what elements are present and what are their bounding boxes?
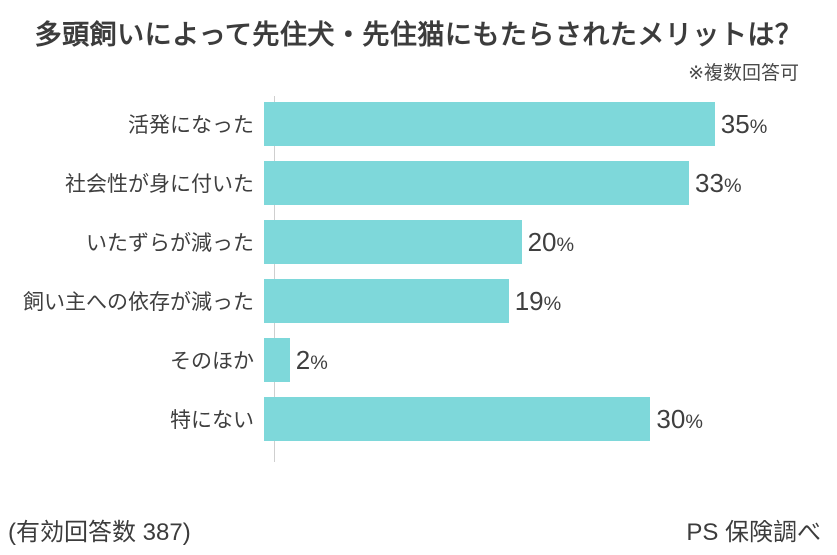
category-label: いたずらが減った [86, 232, 254, 255]
chart-row: いたずらが減った 20% [0, 220, 837, 264]
chart-row: 社会性が身に付いた 33% [0, 161, 837, 205]
bar-value-unit: % [543, 292, 562, 315]
bar-value-unit: % [685, 410, 703, 433]
chart-row: そのほか 2% [0, 338, 837, 382]
bar-value-number: 20 [527, 226, 557, 257]
category-label: 社会性が身に付いた [65, 173, 254, 196]
bar-value-label: 30% [656, 404, 702, 435]
bar [264, 397, 651, 441]
bar-value-label: 2% [296, 345, 328, 376]
source-credit: PS 保険調べ [686, 519, 821, 546]
bar-value-number: 33 [695, 167, 724, 198]
bar-value-label: 20% [528, 227, 574, 258]
category-label: そのほか [170, 350, 254, 373]
bar [264, 102, 715, 146]
bar-track: 20% [264, 220, 837, 264]
bar-value-number: 30 [656, 403, 686, 434]
bar [264, 338, 290, 382]
bar-value-number: 35 [720, 108, 750, 139]
category-label: 特にない [170, 409, 254, 432]
multiple-answers-note: ※複数回答可 [688, 63, 799, 84]
bar [264, 220, 522, 264]
bar [264, 161, 690, 205]
chart-title: 多頭飼いによって先住犬・先住猫にもたらされたメリットは？ [34, 20, 803, 50]
bar-value-unit: % [723, 174, 742, 197]
bar-track: 19% [264, 279, 837, 323]
category-label: 飼い主への依存が減った [23, 291, 254, 314]
chart-plot-area: 活発になった 35% 社会性が身に付いた 33% いたずらが減った 20% 飼い主への依存が… [0, 102, 837, 456]
valid-responses-count: (有効回答数 387) [8, 519, 191, 546]
bar-track: 35% [264, 102, 837, 146]
chart-row: 飼い主への依存が減った 19% [0, 279, 837, 323]
bar-value-number: 2 [295, 344, 311, 375]
bar [264, 279, 509, 323]
bar-value-unit: % [310, 351, 328, 374]
bar-track: 2% [264, 338, 837, 382]
bar-value-label: 33% [695, 168, 741, 199]
bar-value-number: 19 [514, 285, 544, 316]
chart-footer: (有効回答数 387) PS 保険調べ [0, 512, 837, 547]
bar-track: 33% [264, 161, 837, 205]
bar-value-unit: % [556, 233, 575, 256]
bar-value-unit: % [749, 115, 768, 138]
category-label: 活発になった [128, 114, 254, 137]
bar-track: 30% [264, 397, 837, 441]
chart-row: 特にない 30% [0, 397, 837, 441]
chart-row: 活発になった 35% [0, 102, 837, 146]
bar-value-label: 19% [515, 286, 561, 317]
bar-value-label: 35% [721, 109, 767, 140]
